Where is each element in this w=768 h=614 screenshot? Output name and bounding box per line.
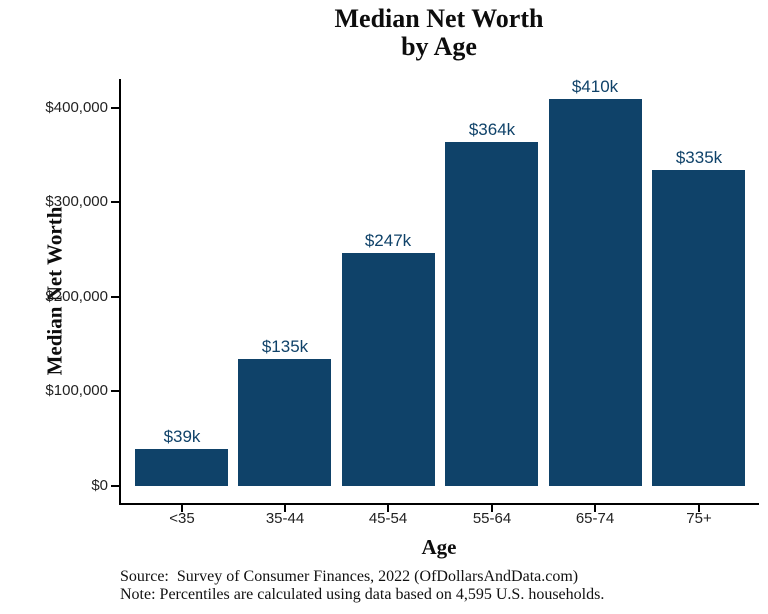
bar [652, 170, 745, 486]
x-tick-label: 45-54 [368, 510, 408, 527]
x-tick-mark [181, 503, 183, 512]
x-tick-label: 65-74 [575, 510, 615, 527]
x-tick-label: <35 [169, 510, 195, 527]
bar [445, 142, 538, 486]
y-tick-mark [111, 107, 119, 109]
bar-value-label: $335k [675, 148, 723, 167]
y-tick-label: $200,000 [45, 288, 108, 305]
x-tick-mark [387, 503, 389, 512]
x-tick-mark [284, 503, 286, 512]
bar-value-label: $364k [468, 120, 516, 139]
x-tick-label: 55-64 [472, 510, 512, 527]
x-tick-mark [491, 503, 493, 512]
chart-title-line-1: Median Net Worth [334, 4, 544, 33]
y-tick-label: $400,000 [45, 99, 108, 116]
x-tick-label: 75+ [686, 510, 712, 527]
bar [238, 359, 331, 486]
bar-value-label: $39k [163, 427, 201, 446]
chart-title: Median Net Worth by Age [119, 5, 759, 61]
y-tick-label: $300,000 [45, 193, 108, 210]
y-tick-label: $0 [91, 477, 108, 494]
bar-value-label: $135k [261, 337, 309, 356]
y-tick-label: $100,000 [45, 382, 108, 399]
x-tick-label: 35-44 [265, 510, 305, 527]
y-tick-mark [111, 296, 119, 298]
bar-value-label: $410k [571, 77, 619, 96]
bar-value-label: $247k [364, 231, 412, 250]
caption: Source: Survey of Consumer Finances, 202… [120, 568, 604, 604]
bar [135, 449, 228, 486]
x-tick-mark [594, 503, 596, 512]
y-tick-mark [111, 390, 119, 392]
bar [549, 99, 642, 486]
caption-note-line: Note: Percentiles are calculated using d… [120, 586, 605, 603]
x-axis-title: Age [421, 535, 457, 559]
x-tick-mark [698, 503, 700, 512]
caption-source-line: Source: Survey of Consumer Finances, 202… [120, 568, 579, 585]
y-tick-mark [111, 485, 119, 487]
y-tick-mark [111, 201, 119, 203]
x-axis-line [119, 503, 759, 505]
y-axis-line [119, 79, 121, 503]
bar [342, 253, 435, 486]
chart-title-line-2: by Age [401, 32, 477, 61]
